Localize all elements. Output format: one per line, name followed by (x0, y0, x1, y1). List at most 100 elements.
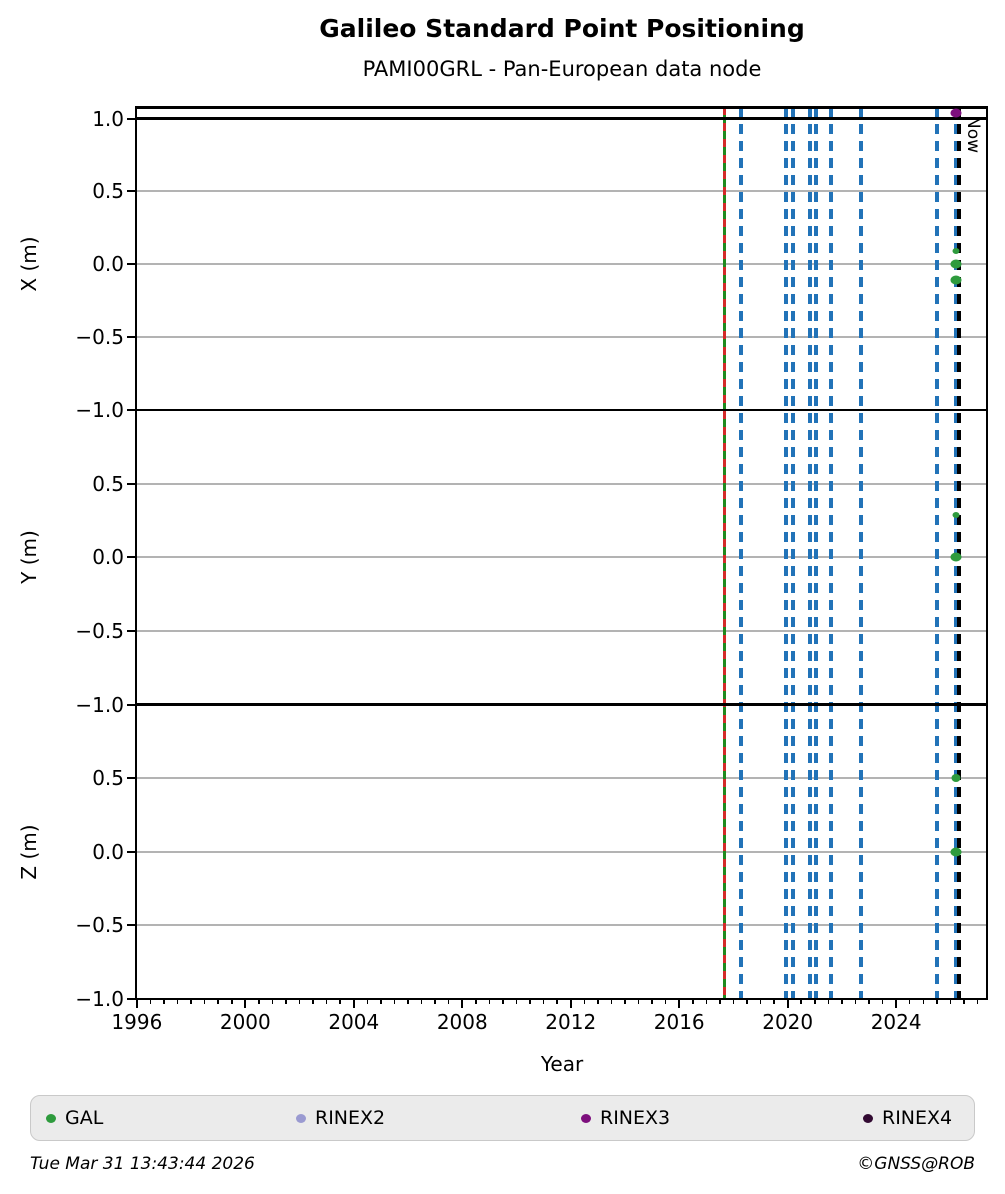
event-line-blue (934, 107, 939, 999)
y-tick-label: 0.0 (92, 839, 124, 864)
legend-label-gal: GAL (65, 1107, 104, 1129)
y-gridline (135, 777, 987, 780)
threshold-line (135, 117, 987, 120)
event-line-blue (784, 107, 789, 999)
y-tick (127, 117, 135, 120)
y-gridline (135, 850, 987, 853)
x-tick-minor (719, 999, 721, 1004)
y-gridline (135, 263, 987, 266)
legend-label-rinex2: RINEX2 (315, 1107, 386, 1129)
x-tick-minor (922, 999, 925, 1004)
x-tick-minor (814, 999, 816, 1004)
y-axis-title: Y (m) (17, 530, 41, 585)
data-point-gal (952, 248, 960, 255)
event-line-blue (739, 107, 744, 999)
x-tick-major (569, 999, 572, 1008)
x-tick-minor (312, 999, 314, 1004)
x-tick-minor (651, 999, 653, 1004)
x-tick-minor (325, 999, 328, 1004)
y-tick-label: −0.5 (75, 618, 124, 643)
gal-start-line-red-dashes (723, 107, 727, 999)
x-tick-minor (610, 999, 613, 1004)
data-point-gal (952, 511, 960, 518)
x-tick-minor (176, 999, 179, 1004)
x-tick-label: 2020 (762, 1010, 814, 1034)
x-tick-major (461, 999, 464, 1008)
x-tick-minor (976, 999, 979, 1004)
x-tick-minor (366, 999, 369, 1004)
x-tick-minor (203, 999, 206, 1004)
x-tick-minor (271, 999, 274, 1004)
chart-title: Galileo Standard Point Positioning (319, 14, 805, 43)
x-tick-minor (447, 999, 450, 1004)
x-tick-minor (542, 999, 545, 1004)
subplot-boundary (134, 703, 988, 706)
y-tick-label: −0.5 (75, 913, 124, 938)
data-point-rinex3 (950, 108, 962, 118)
bottom-spine (134, 997, 988, 1001)
x-tick-minor (705, 999, 708, 1004)
y-tick-label: 0.0 (92, 252, 124, 277)
y-tick (127, 703, 135, 706)
x-tick-minor (515, 999, 518, 1004)
chart-subtitle: PAMI00GRL - Pan-European data node (362, 57, 762, 81)
x-tick-major (678, 999, 681, 1008)
y-tick (127, 850, 135, 853)
x-tick-minor (407, 999, 409, 1004)
data-point-gal (950, 259, 962, 269)
subplot-boundary (134, 408, 988, 412)
x-tick-minor (380, 999, 382, 1004)
x-tick-minor (936, 999, 938, 1004)
x-tick-minor (908, 999, 911, 1004)
x-tick-minor (556, 999, 558, 1004)
x-tick-minor (963, 999, 965, 1004)
x-tick-minor (664, 999, 667, 1004)
x-tick-minor (217, 999, 219, 1004)
y-gridline (135, 556, 987, 559)
x-tick-minor (759, 999, 762, 1004)
legend-label-rinex3: RINEX3 (600, 1107, 671, 1129)
y-gridline (135, 924, 987, 927)
event-line-blue (829, 107, 834, 999)
x-tick-label: 2008 (436, 1010, 488, 1034)
y-tick (127, 777, 135, 780)
gal-marker-icon (46, 1113, 56, 1123)
y-axis-title: Z (m) (17, 824, 41, 880)
x-tick-minor (881, 999, 884, 1004)
event-line-blue (814, 107, 819, 999)
x-tick-label: 2000 (219, 1010, 271, 1034)
left-spine (134, 106, 137, 1000)
legend-item-rinex3: RINEX3 (581, 1096, 670, 1140)
y-tick (127, 409, 135, 411)
y-axis-title: X (m) (17, 236, 41, 292)
x-tick-major (135, 999, 138, 1008)
x-tick-minor (597, 999, 599, 1004)
y-tick-label: −1.0 (75, 987, 124, 1011)
y-tick-label: −1.0 (75, 398, 124, 422)
x-tick-minor (149, 999, 152, 1004)
y-tick-label: 0.5 (92, 766, 124, 791)
x-tick-minor (800, 999, 802, 1004)
x-tick-minor (298, 999, 301, 1004)
y-tick (127, 482, 135, 485)
x-tick-minor (258, 999, 260, 1004)
y-tick (127, 336, 135, 339)
x-tick-minor (393, 999, 396, 1004)
y-tick (127, 998, 135, 1000)
y-tick-label: 0.0 (92, 545, 124, 570)
x-tick-major (244, 999, 247, 1008)
x-tick-minor (231, 999, 233, 1004)
y-tick-label: −0.5 (75, 325, 124, 350)
top-spine (134, 106, 988, 109)
y-tick (127, 629, 135, 632)
event-line-blue (859, 107, 864, 999)
x-tick-minor (949, 999, 952, 1004)
x-tick-minor (732, 999, 735, 1004)
x-tick-label: 2024 (870, 1010, 922, 1034)
y-tick-label: 1.0 (92, 106, 124, 131)
x-tick-minor (841, 999, 843, 1004)
x-tick-minor (827, 999, 830, 1004)
legend-item-rinex4: RINEX4 (863, 1096, 952, 1140)
y-tick (127, 190, 135, 193)
x-tick-label: 2016 (653, 1010, 705, 1034)
